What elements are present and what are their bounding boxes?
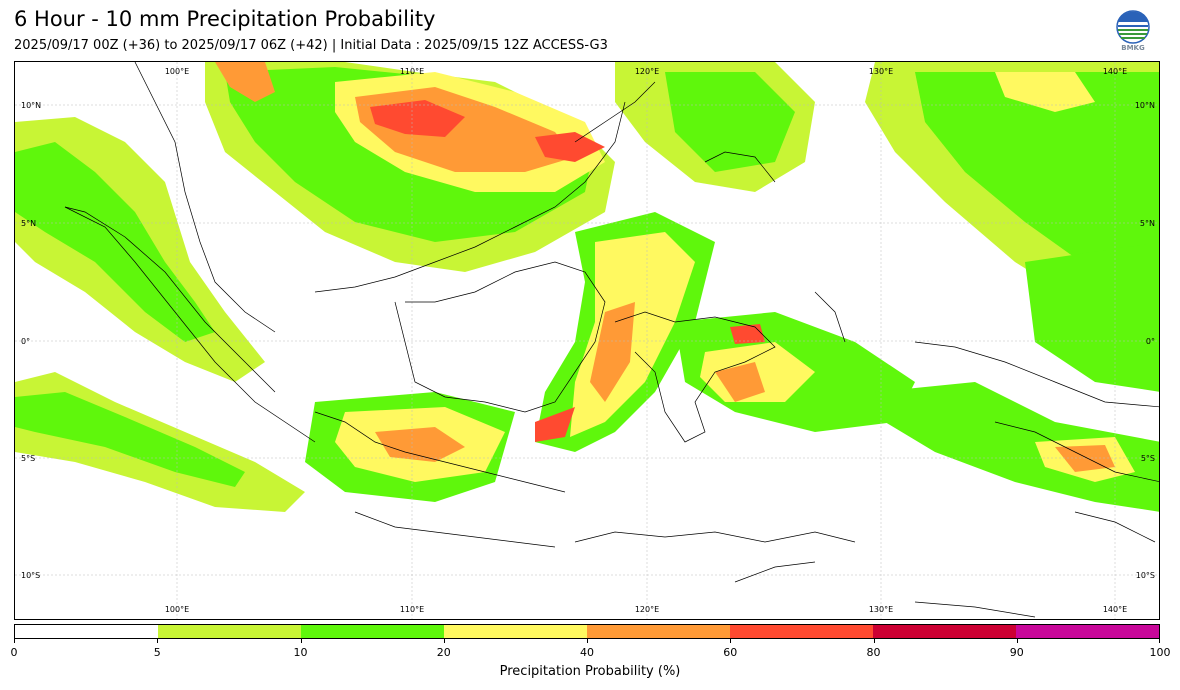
lat-label-left-5: 10°S xyxy=(21,571,40,580)
lat-label-right-1: 10°N xyxy=(1135,101,1155,110)
lat-label-right-3: 0° xyxy=(1146,337,1155,346)
colorbar-tickmark xyxy=(300,639,302,643)
colorbar-tick-label: 5 xyxy=(153,646,161,659)
colorbar-tick-label: 20 xyxy=(436,646,451,659)
lon-label-top-5: 140°E xyxy=(1103,67,1127,76)
colorbar-tickmark xyxy=(443,639,445,643)
colorbar-bin-90-100 xyxy=(1016,625,1159,638)
colorbar-bin-0-5 xyxy=(15,625,158,638)
lon-label-bottom-4: 130°E xyxy=(869,605,893,614)
colorbar-tickmark xyxy=(157,639,159,643)
lon-labels-bottom: 100°E 110°E 120°E 130°E 140°E xyxy=(165,605,1127,614)
lat-labels-left: 10°N 5°N 0° 5°S 10°S xyxy=(21,101,41,580)
colorbar-tickmark xyxy=(1016,639,1018,643)
colorbar-tick-label: 100 xyxy=(1149,646,1171,659)
lon-label-bottom-3: 120°E xyxy=(635,605,659,614)
colorbar-bin-60-80 xyxy=(730,625,873,638)
lon-label-bottom-5: 140°E xyxy=(1103,605,1127,614)
colorbar-bin-40-60 xyxy=(587,625,730,638)
probability-field xyxy=(15,62,1159,512)
colorbar-tickmark xyxy=(14,639,15,643)
logo-text: BMKG xyxy=(1121,44,1145,52)
map-title: 6 Hour - 10 mm Precipitation Probability xyxy=(14,7,436,31)
map-subtitle: 2025/09/17 00Z (+36) to 2025/09/17 06Z (… xyxy=(14,38,608,53)
colorbar-tickmark xyxy=(873,639,875,643)
lon-label-bottom-2: 110°E xyxy=(400,605,424,614)
map-gridlines xyxy=(15,62,1159,619)
bmkg-logo-icon xyxy=(1116,10,1150,44)
lon-label-top-4: 130°E xyxy=(869,67,893,76)
lon-labels-top: 100°E 110°E 120°E 130°E 140°E xyxy=(165,67,1127,76)
colorbar-bin-80-90 xyxy=(873,625,1016,638)
map-canvas: 100°E 110°E 120°E 130°E 140°E 100°E 110°… xyxy=(15,62,1159,619)
colorbar-tick-label: 80 xyxy=(866,646,881,659)
colorbar-tick-label: 40 xyxy=(580,646,594,659)
colorbar-tickmark xyxy=(1159,639,1160,643)
precipitation-map: 100°E 110°E 120°E 130°E 140°E 100°E 110°… xyxy=(14,61,1160,620)
colorbar-tick-label: 60 xyxy=(723,646,738,659)
colorbar-tickmark xyxy=(587,639,588,643)
lon-label-bottom-1: 100°E xyxy=(165,605,189,614)
coastlines xyxy=(64,62,1159,618)
lat-label-left-3: 0° xyxy=(21,337,30,346)
colorbar-bin-20-40 xyxy=(444,625,587,638)
colorbar-tick-label: 90 xyxy=(1009,646,1024,659)
lat-label-right-4: 5°S xyxy=(1141,454,1155,463)
lon-label-top-1: 100°E xyxy=(165,67,189,76)
lat-label-left-1: 10°N xyxy=(21,101,41,110)
lon-label-top-3: 120°E xyxy=(635,67,659,76)
lat-label-left-2: 5°N xyxy=(21,219,36,228)
colorbar-label: Precipitation Probability (%) xyxy=(499,664,681,679)
colorbar xyxy=(14,624,1160,639)
lat-label-right-2: 5°N xyxy=(1140,219,1155,228)
colorbar-bin-10-20 xyxy=(301,625,444,638)
colorbar-bin-5-10 xyxy=(158,625,301,638)
colorbar-tickmark xyxy=(730,639,732,643)
lat-labels-right: 10°N 5°N 0° 5°S 10°S xyxy=(1135,101,1155,580)
lat-label-left-4: 5°S xyxy=(21,454,35,463)
colorbar-tick-label: 0 xyxy=(10,646,18,659)
lat-label-right-5: 10°S xyxy=(1136,571,1155,580)
lon-label-top-2: 110°E xyxy=(400,67,424,76)
colorbar-tick-label: 10 xyxy=(293,646,308,659)
